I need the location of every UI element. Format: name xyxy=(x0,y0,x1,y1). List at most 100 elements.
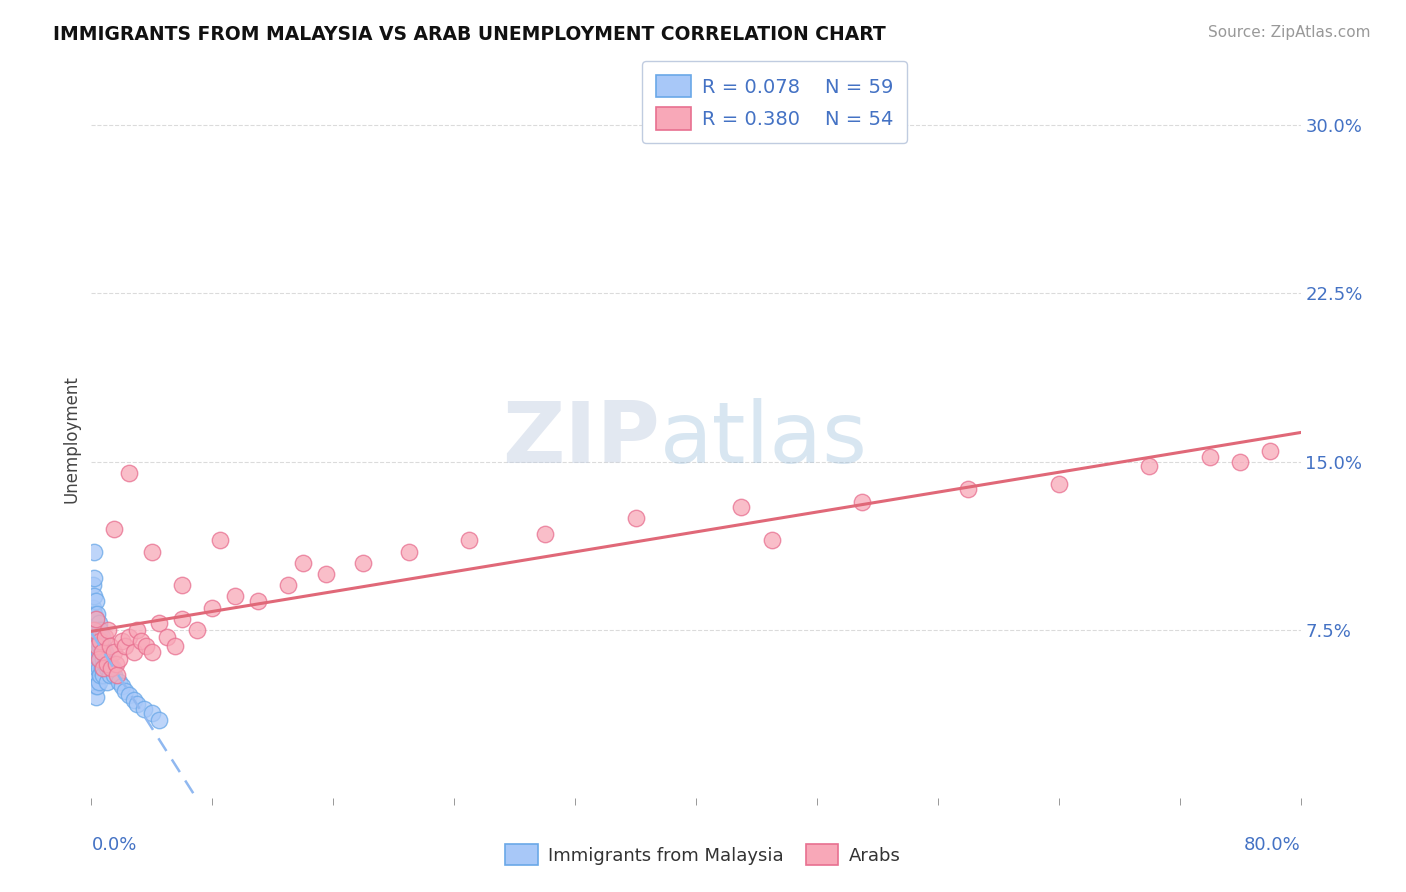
Point xyxy=(82,600,104,615)
Point xyxy=(84,690,107,705)
Point xyxy=(224,590,246,604)
Point xyxy=(118,688,141,702)
Point xyxy=(91,630,114,644)
Point xyxy=(458,533,481,548)
Point xyxy=(84,594,107,608)
Point xyxy=(91,645,114,659)
Point xyxy=(87,645,110,659)
Point xyxy=(956,482,979,496)
Point xyxy=(84,634,107,648)
Point xyxy=(87,661,110,675)
Point xyxy=(84,657,107,671)
Point xyxy=(1047,477,1070,491)
Point xyxy=(93,661,115,675)
Point xyxy=(96,674,118,689)
Point xyxy=(93,639,115,653)
Text: atlas: atlas xyxy=(659,398,868,481)
Point xyxy=(105,668,128,682)
Text: 80.0%: 80.0% xyxy=(1244,836,1301,854)
Point xyxy=(83,590,105,604)
Point xyxy=(148,713,170,727)
Point xyxy=(101,661,124,675)
Point xyxy=(87,674,110,689)
Point xyxy=(86,679,108,693)
Point xyxy=(1229,455,1251,469)
Point xyxy=(172,578,194,592)
Point xyxy=(114,683,136,698)
Point xyxy=(84,645,107,659)
Point xyxy=(91,661,114,675)
Text: ZIP: ZIP xyxy=(502,398,659,481)
Point xyxy=(87,652,110,666)
Point xyxy=(1198,450,1220,465)
Point xyxy=(141,544,163,558)
Point xyxy=(201,600,224,615)
Point xyxy=(172,612,194,626)
Text: 0.0%: 0.0% xyxy=(91,836,136,854)
Point xyxy=(111,679,132,693)
Point xyxy=(83,571,105,585)
Point xyxy=(97,623,120,637)
Point xyxy=(125,697,148,711)
Point xyxy=(148,616,170,631)
Point xyxy=(96,652,118,666)
Point xyxy=(82,578,104,592)
Point xyxy=(352,556,374,570)
Point xyxy=(103,522,125,536)
Y-axis label: Unemployment: Unemployment xyxy=(62,376,80,503)
Point xyxy=(89,639,111,653)
Point xyxy=(533,526,555,541)
Point xyxy=(103,645,125,659)
Point xyxy=(83,634,105,648)
Point xyxy=(100,661,122,675)
Point xyxy=(761,533,783,548)
Point xyxy=(83,607,105,622)
Point xyxy=(624,511,647,525)
Point xyxy=(98,668,121,682)
Point xyxy=(98,639,121,653)
Point xyxy=(94,630,117,644)
Point xyxy=(89,623,111,637)
Point xyxy=(1139,459,1161,474)
Point xyxy=(83,544,105,558)
Point xyxy=(398,544,420,558)
Point xyxy=(107,674,129,689)
Point xyxy=(135,639,157,653)
Point xyxy=(94,645,117,659)
Point xyxy=(114,639,136,653)
Point xyxy=(86,661,108,675)
Point xyxy=(134,701,156,715)
Point xyxy=(208,533,231,548)
Point xyxy=(125,623,148,637)
Point xyxy=(84,668,107,682)
Point xyxy=(91,645,114,659)
Point xyxy=(163,639,186,653)
Point xyxy=(93,668,115,682)
Point xyxy=(84,679,107,693)
Point xyxy=(87,616,110,631)
Point xyxy=(277,578,299,592)
Point xyxy=(103,668,125,682)
Point xyxy=(104,657,127,671)
Point xyxy=(851,495,873,509)
Point xyxy=(118,630,141,644)
Point xyxy=(129,634,152,648)
Text: Source: ZipAtlas.com: Source: ZipAtlas.com xyxy=(1208,25,1371,40)
Point xyxy=(87,630,110,644)
Point xyxy=(186,623,208,637)
Point xyxy=(86,645,108,659)
Point xyxy=(122,645,145,659)
Point xyxy=(122,692,145,706)
Point xyxy=(98,657,121,671)
Point xyxy=(84,612,107,626)
Point xyxy=(84,612,107,626)
Point xyxy=(141,645,163,659)
Point xyxy=(315,566,337,581)
Point xyxy=(96,661,118,675)
Point xyxy=(93,652,115,666)
Legend: R = 0.078    N = 59, R = 0.380    N = 54: R = 0.078 N = 59, R = 0.380 N = 54 xyxy=(643,62,907,143)
Point xyxy=(83,645,105,659)
Point xyxy=(89,652,111,666)
Point xyxy=(118,466,141,480)
Point xyxy=(89,634,111,648)
